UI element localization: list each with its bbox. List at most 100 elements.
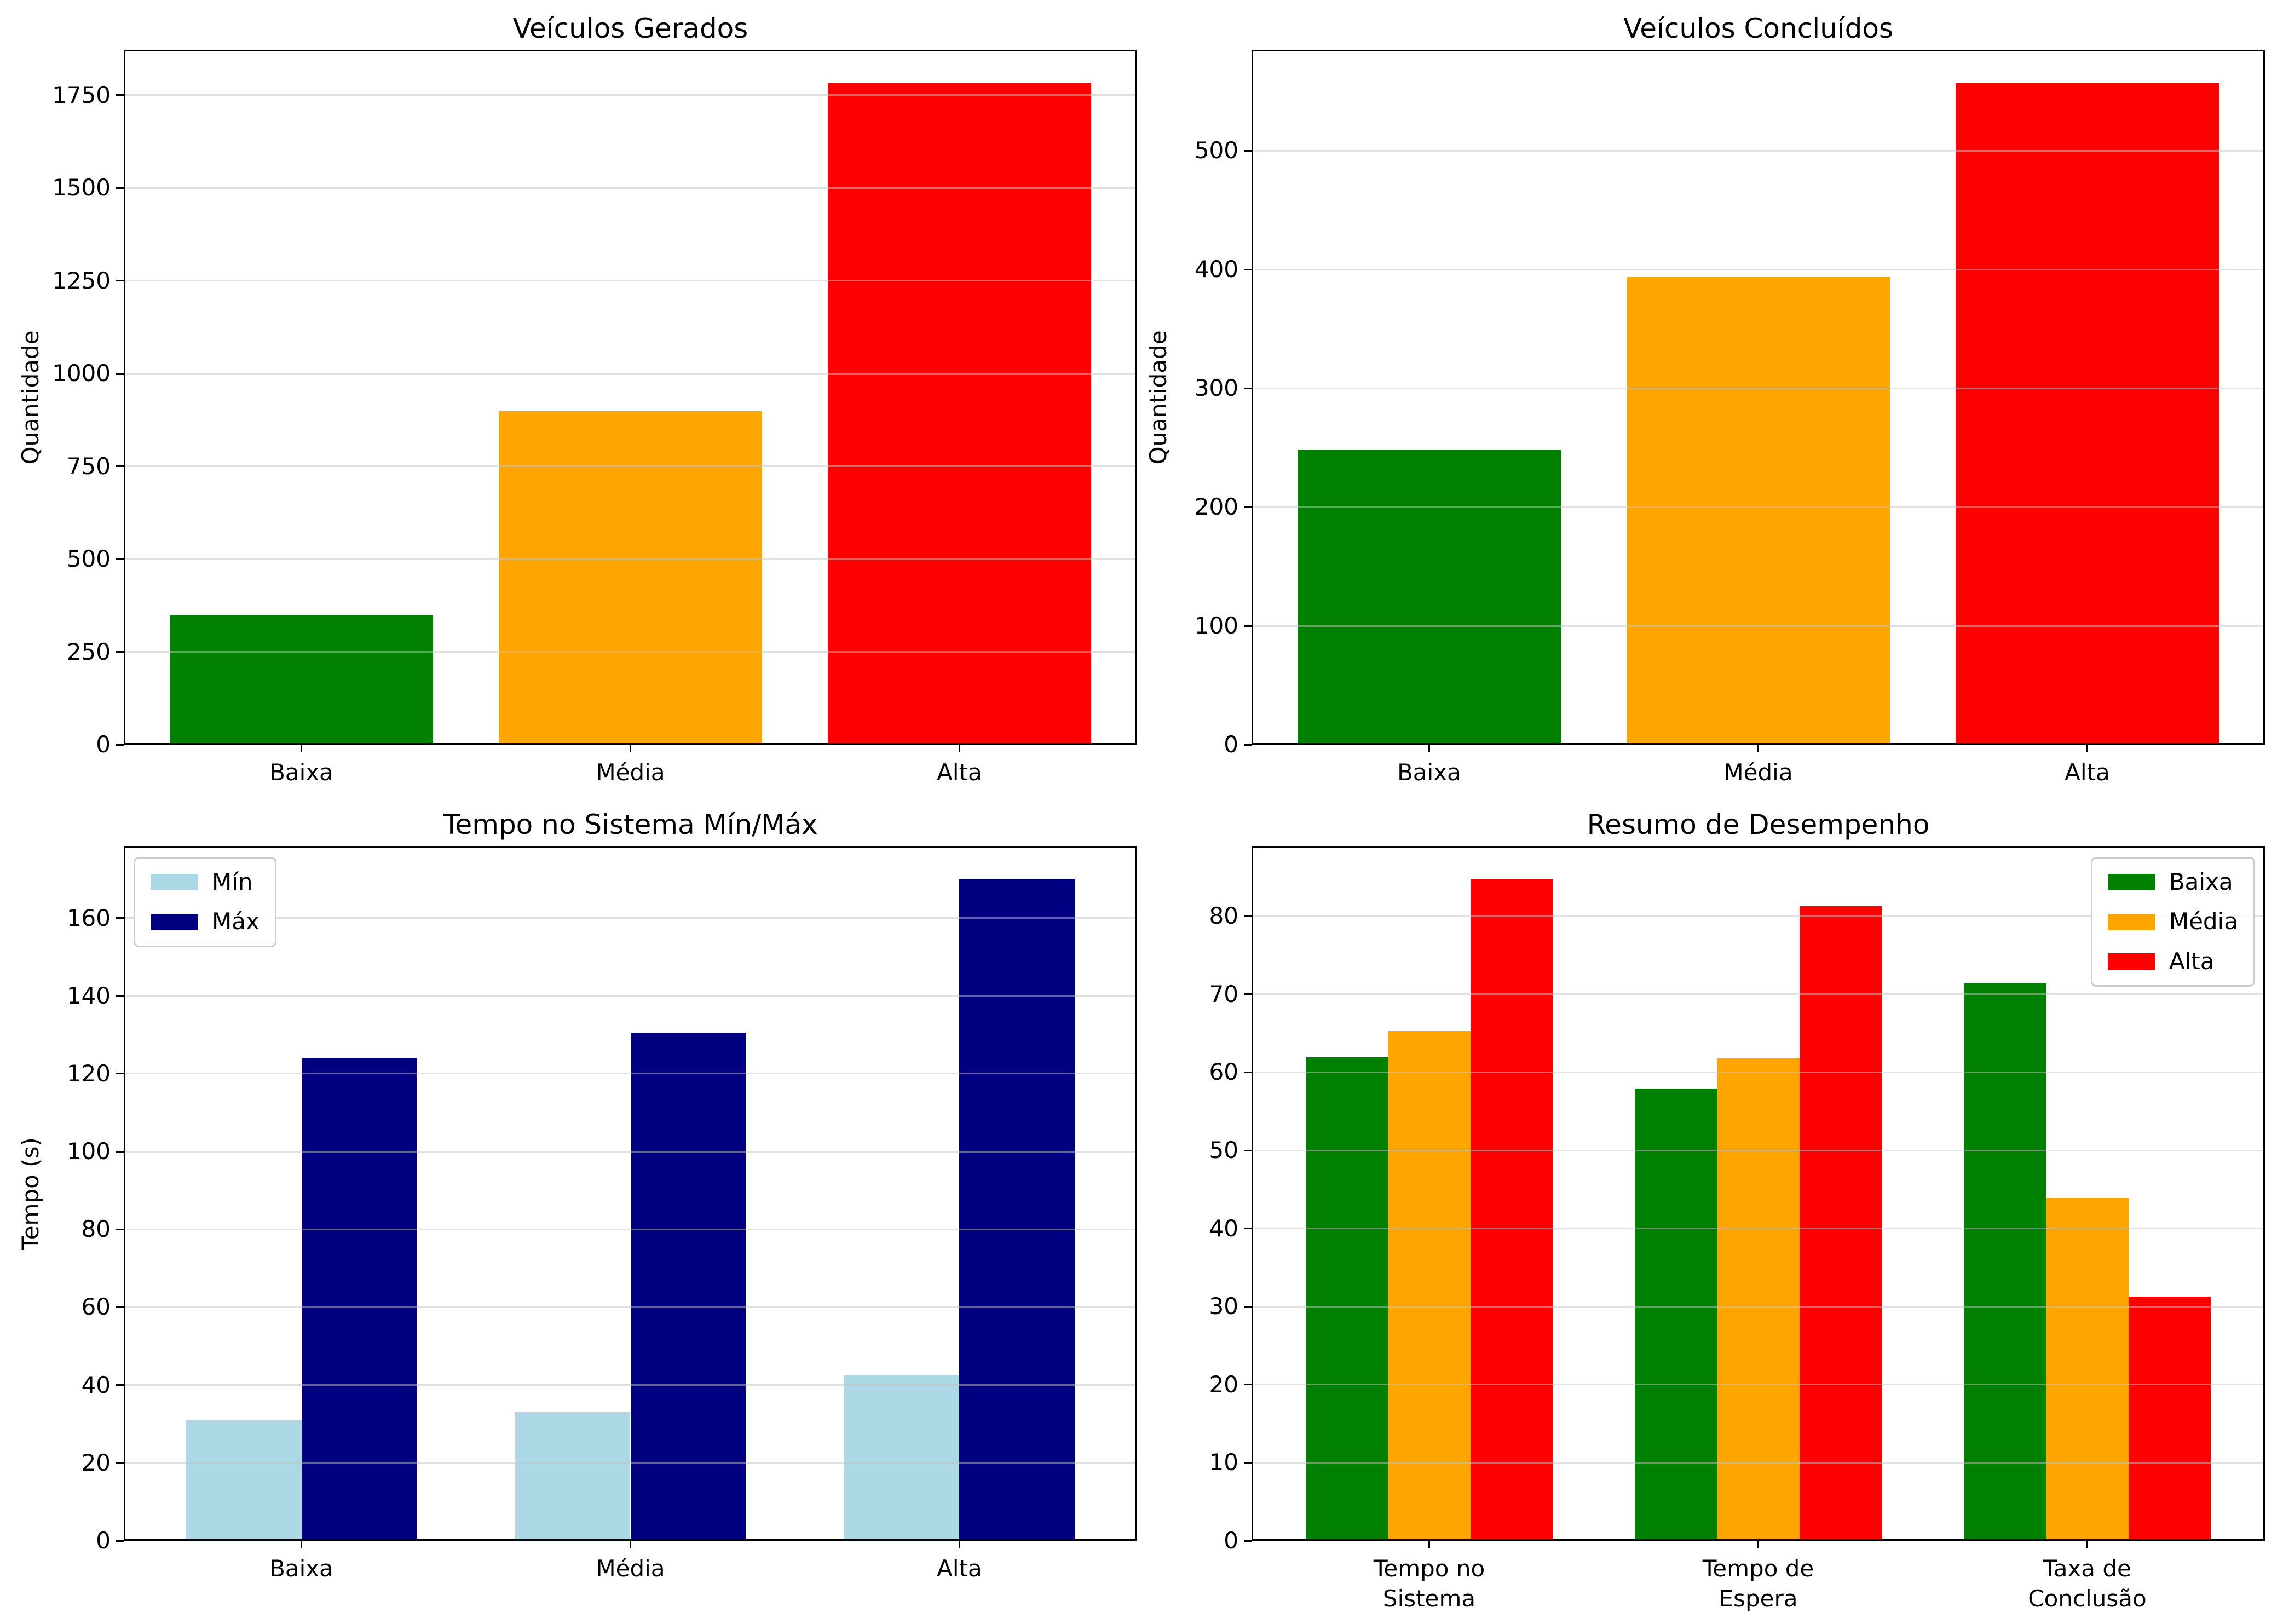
bar-tempo-de-espera-alta xyxy=(1799,906,1882,1541)
bar-baixa xyxy=(170,614,433,745)
legend-label-min: Mín xyxy=(212,868,253,895)
y-tick xyxy=(1244,1540,1252,1542)
y-tick-label: 80 xyxy=(1209,902,1238,930)
y-tick xyxy=(116,187,124,189)
legend-swatch-min xyxy=(151,874,198,891)
legend-swatch-max xyxy=(151,913,198,930)
x-tick xyxy=(958,745,960,752)
y-tick xyxy=(116,94,124,96)
y-tick-label: 60 xyxy=(1209,1058,1238,1086)
y-tick xyxy=(116,651,124,653)
bar-media xyxy=(499,411,762,745)
legend-swatch-media xyxy=(2107,913,2155,930)
legend: Baixa Média Alta xyxy=(2090,857,2255,987)
y-tick-label: 70 xyxy=(1209,980,1238,1007)
x-tick xyxy=(301,745,303,752)
y-tick xyxy=(1244,1461,1252,1464)
x-tick xyxy=(958,1541,960,1548)
y-tick-label: 160 xyxy=(66,904,111,931)
y-tick-label: 120 xyxy=(66,1059,111,1087)
chart-title: Veículos Gerados xyxy=(512,13,748,44)
legend: Mín Máx xyxy=(134,857,276,947)
bar-tempo-de-espera-baixa xyxy=(1635,1089,1717,1541)
x-tick-label-baixa: Baixa xyxy=(1397,759,1461,786)
y-tick-label: 100 xyxy=(1194,612,1238,640)
bar-alta-max xyxy=(959,879,1075,1541)
bar-alta xyxy=(1956,83,2219,745)
bar-taxa-de-conclusao-baixa xyxy=(1964,982,2046,1541)
y-tick xyxy=(1244,1228,1252,1230)
x-tick xyxy=(1428,745,1431,752)
legend-label-max: Máx xyxy=(212,908,260,935)
y-tick-label: 0 xyxy=(96,1527,111,1554)
bar-tempo-no-sistema-media xyxy=(1388,1030,1471,1541)
x-tick xyxy=(630,1541,631,1548)
y-tick-label: 60 xyxy=(81,1293,111,1321)
y-tick-label: 140 xyxy=(66,982,111,1009)
x-tick-label-baixa: Baixa xyxy=(269,1555,333,1582)
bar-media-min xyxy=(515,1412,631,1541)
y-tick xyxy=(1244,625,1252,627)
x-tick-label-alta: Alta xyxy=(937,1555,982,1582)
y-tick-label: 500 xyxy=(1194,137,1238,164)
plot-area xyxy=(124,846,1137,1541)
bar-alta-min xyxy=(844,1375,960,1541)
y-tick xyxy=(116,917,124,919)
y-tick-label: 250 xyxy=(66,638,111,665)
y-tick xyxy=(116,1462,124,1464)
y-tick xyxy=(116,1540,124,1542)
x-tick xyxy=(1757,745,1759,752)
y-tick xyxy=(116,1150,124,1153)
y-tick xyxy=(116,744,124,746)
chart-title: Veículos Concluídos xyxy=(1623,13,1894,44)
y-tick-label: 200 xyxy=(1194,493,1238,521)
y-tick xyxy=(116,1306,124,1308)
y-tick xyxy=(116,1228,124,1230)
x-tick xyxy=(1428,1541,1431,1548)
y-tick xyxy=(1244,744,1252,746)
y-tick xyxy=(116,1073,124,1075)
legend-label-alta: Alta xyxy=(2169,947,2215,975)
bar-tempo-no-sistema-alta xyxy=(1470,878,1553,1541)
y-tick-label: 750 xyxy=(66,452,111,480)
y-tick-label: 400 xyxy=(1194,256,1238,283)
x-tick xyxy=(2086,1541,2088,1548)
legend-entry-alta: Alta xyxy=(2107,947,2238,975)
y-tick xyxy=(116,280,124,282)
y-tick xyxy=(1244,915,1252,917)
subplot-tempo-no-sistema-min-max: Tempo no Sistema Mín/Máx Tempo (s) 0 20 40… xyxy=(0,811,1142,1624)
y-tick-label: 1500 xyxy=(52,174,111,201)
y-tick-label: 20 xyxy=(1209,1370,1238,1398)
y-tick xyxy=(1244,1149,1252,1151)
y-tick-label: 0 xyxy=(1224,731,1238,758)
bar-media xyxy=(1627,277,1890,745)
x-tick-label-alta: Alta xyxy=(937,759,982,786)
bar-tempo-no-sistema-baixa xyxy=(1306,1057,1388,1541)
y-tick xyxy=(116,465,124,468)
x-tick-label-taxa-de-conclusao: Taxa de Conclusão xyxy=(2028,1555,2147,1612)
y-tick xyxy=(1244,268,1252,270)
legend-entry-baixa: Baixa xyxy=(2107,868,2238,896)
x-tick-label-media: Média xyxy=(596,1555,665,1582)
legend-swatch-alta xyxy=(2107,953,2155,970)
legend-label-media: Média xyxy=(2169,908,2238,935)
x-tick-label-tempo-no-sistema: Tempo no Sistema xyxy=(1373,1555,1485,1612)
y-tick xyxy=(116,995,124,997)
gridline-y-70 xyxy=(1252,993,2265,995)
legend-swatch-baixa xyxy=(2107,874,2155,891)
x-tick-label-media: Média xyxy=(596,759,665,786)
bar-tempo-de-espera-media xyxy=(1717,1058,1800,1541)
x-tick-label-alta: Alta xyxy=(2065,759,2110,786)
bar-alta xyxy=(828,83,1091,745)
y-tick-label: 80 xyxy=(81,1216,111,1243)
y-tick xyxy=(1244,1071,1252,1073)
y-tick-label: 1750 xyxy=(52,81,111,108)
y-tick-label: 100 xyxy=(66,1138,111,1165)
y-tick-label: 40 xyxy=(1209,1214,1238,1242)
y-tick-label: 50 xyxy=(1209,1137,1238,1164)
legend-entry-max: Máx xyxy=(151,908,260,935)
y-tick-label: 30 xyxy=(1209,1293,1238,1320)
legend-label-baixa: Baixa xyxy=(2169,868,2233,895)
y-axis-label: Quantidade xyxy=(17,330,44,465)
x-tick-label-tempo-de-espera: Tempo de Espera xyxy=(1702,1555,1814,1612)
